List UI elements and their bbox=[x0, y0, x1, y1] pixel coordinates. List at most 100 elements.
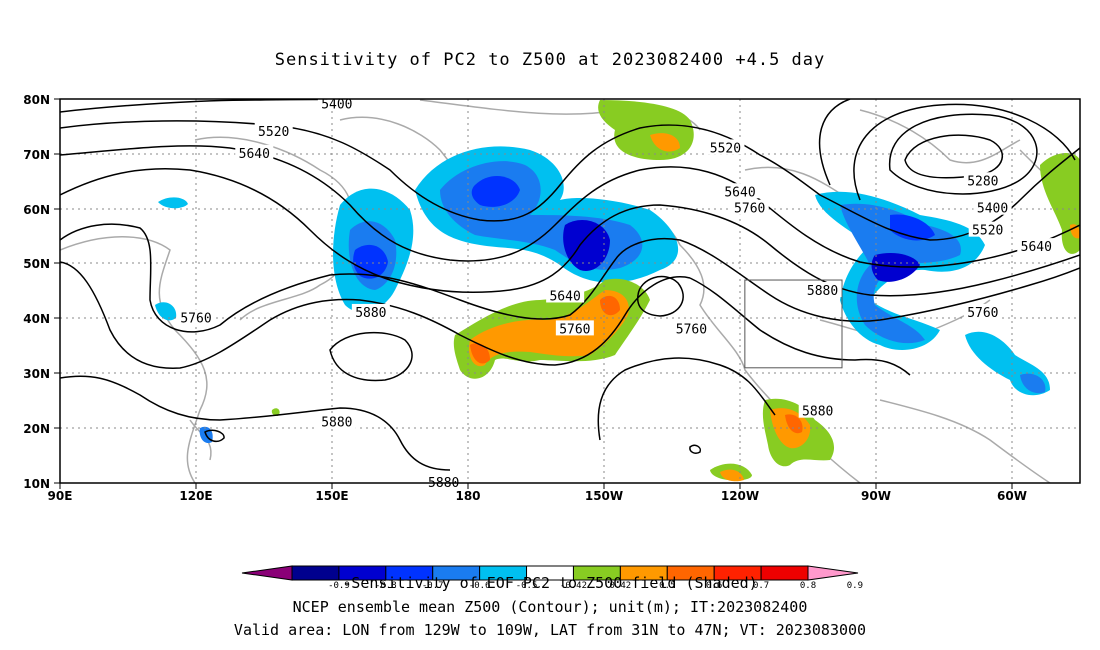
lon-label: 120W bbox=[721, 489, 759, 503]
contour-label-text: 5880 bbox=[321, 416, 352, 431]
colorbar-label: 0.6 bbox=[706, 581, 722, 591]
map-frame bbox=[59, 98, 1081, 484]
map-title: Sensitivity of PC2 to Z500 at 2023082400… bbox=[274, 50, 826, 70]
lon-label: 60W bbox=[997, 489, 1027, 503]
contour-label-bg bbox=[963, 172, 1002, 188]
lat-label: 70N bbox=[23, 148, 50, 162]
lat-label: 30N bbox=[23, 367, 50, 381]
contour-label-text: 5760 bbox=[559, 322, 590, 337]
colorbar-label: -0.9 bbox=[328, 581, 350, 591]
contour-label: 5520 bbox=[706, 139, 745, 156]
contour-label: 5400 bbox=[317, 95, 356, 112]
contour-label: 5880 bbox=[803, 282, 842, 299]
contour-label: 5880 bbox=[317, 413, 356, 431]
colorbar-high-arrow bbox=[807, 565, 859, 581]
shaded-negative bbox=[155, 146, 1050, 444]
colorbar-label: -0.7 bbox=[422, 581, 444, 591]
contour-label-bg bbox=[963, 303, 1002, 319]
contour-label-bg bbox=[798, 402, 837, 418]
colorbar-label: -0.42 bbox=[560, 581, 587, 591]
contour-label-text: 5640 bbox=[724, 185, 755, 200]
contour-label-bg bbox=[721, 183, 759, 199]
contour-label: 5760 bbox=[672, 320, 711, 337]
map-plot-area bbox=[60, 99, 1080, 483]
contour-label: 5760 bbox=[177, 309, 215, 326]
contour-label-bg bbox=[706, 139, 745, 155]
lat-tick-labels: 80N 70N 60N 50N 40N 30N 20N 10N bbox=[23, 93, 50, 491]
colorbar-label: 0.42 bbox=[610, 581, 632, 591]
contour-label: 5760 bbox=[555, 320, 594, 337]
contour-label-text: 5520 bbox=[710, 141, 741, 156]
lon-label: 150W bbox=[585, 489, 623, 503]
colorbar-label: 0.5 bbox=[659, 581, 675, 591]
lon-label: 150E bbox=[315, 489, 348, 503]
contour-label-text: 5400 bbox=[321, 97, 352, 112]
axis-ticks bbox=[54, 98, 1013, 489]
contour-label-bg bbox=[968, 221, 1007, 237]
contour-label: 5880 bbox=[351, 303, 390, 321]
contour-label-bg bbox=[177, 309, 215, 325]
contour-label-bg bbox=[1017, 238, 1056, 254]
contour-label: 5520 bbox=[968, 221, 1007, 239]
contour-label: 5640 bbox=[1017, 238, 1056, 255]
contour-label-text: 5400 bbox=[977, 202, 1008, 217]
caption-shaded: -Sensitivity of EOF PC2 to Z500 field (S… bbox=[342, 574, 758, 592]
lat-label: 10N bbox=[23, 477, 50, 491]
contour-label-bg bbox=[672, 320, 711, 336]
contour-label: 5280 bbox=[963, 172, 1002, 189]
contour-label-text: 5640 bbox=[1021, 240, 1052, 255]
contour-label-bg bbox=[254, 122, 293, 138]
contour-label: 5640 bbox=[546, 287, 585, 304]
contour-label-text: 5880 bbox=[802, 405, 833, 420]
contour-label-bg bbox=[546, 287, 585, 303]
lat-label: 50N bbox=[23, 257, 50, 271]
lat-label: 60N bbox=[23, 203, 50, 217]
lat-label: 80N bbox=[23, 93, 50, 107]
colorbar-label: 0.7 bbox=[753, 581, 769, 591]
lat-label: 40N bbox=[23, 312, 50, 326]
contour-label-text: 5640 bbox=[239, 147, 270, 162]
colorbar-label: -0.8 bbox=[375, 581, 397, 591]
contour-label: 5520 bbox=[254, 122, 293, 140]
contour-label-bg bbox=[555, 320, 594, 336]
contour-label-bg bbox=[317, 413, 356, 429]
lon-label: 90W bbox=[861, 489, 891, 503]
contour-label: 5760 bbox=[730, 199, 769, 217]
contour-label: 5880 bbox=[798, 402, 837, 420]
contour-label: 5400 bbox=[973, 199, 1012, 217]
contour-label-bg bbox=[803, 282, 842, 297]
contour-label-text: 5760 bbox=[676, 322, 707, 337]
colorbar-label: -0.5 bbox=[516, 581, 538, 591]
contour-label: 5640 bbox=[235, 144, 274, 162]
contour-label-bg bbox=[424, 474, 463, 489]
colorbar-label: -0.6 bbox=[469, 581, 491, 591]
lon-tick-labels: 90E 120E 150E 180 150W 120W 90W 60W bbox=[48, 489, 1027, 503]
contour-label-text: 5760 bbox=[180, 311, 211, 326]
contour-label: 5760 bbox=[963, 303, 1002, 321]
lon-label: 120E bbox=[179, 489, 212, 503]
contour-label-text: 5640 bbox=[549, 289, 580, 304]
caption-contour: NCEP ensemble mean Z500 (Contour); unit(… bbox=[292, 598, 808, 616]
colorbar: -0.9 -0.8 -0.7 -0.6 -0.5 -0.42 0.42 0.5 0.6 0.7 0.… bbox=[241, 565, 863, 591]
contour-labels: 5400 5520 5640 5760 5880 5880 5880 5640 5760 5520… bbox=[177, 95, 1056, 491]
lon-label: 90E bbox=[48, 489, 73, 503]
contour-label-text: 5760 bbox=[967, 306, 998, 321]
contour-label-bg bbox=[973, 199, 1012, 215]
contour-label-text: 5880 bbox=[807, 284, 838, 299]
shaded-positive bbox=[271, 100, 1080, 482]
lat-label: 20N bbox=[23, 422, 50, 436]
contour-label: 5640 bbox=[721, 183, 759, 200]
valid-area-box bbox=[744, 279, 843, 369]
caption-valid-area: Valid area: LON from 129W to 109W, LAT f… bbox=[233, 621, 867, 639]
colorbar-label: 0.8 bbox=[800, 581, 816, 591]
contour-label-text: 5760 bbox=[734, 202, 765, 217]
lon-label: 180 bbox=[455, 489, 480, 503]
contour-label-text: 5280 bbox=[967, 174, 998, 189]
z500-contours bbox=[60, 99, 1080, 471]
contour-label-bg bbox=[730, 199, 769, 215]
contour-label-text: 5520 bbox=[972, 224, 1003, 239]
colorbar-label: 0.9 bbox=[847, 581, 863, 591]
contour-label-text: 5520 bbox=[258, 125, 289, 140]
contour-label-text: 5880 bbox=[355, 306, 386, 321]
